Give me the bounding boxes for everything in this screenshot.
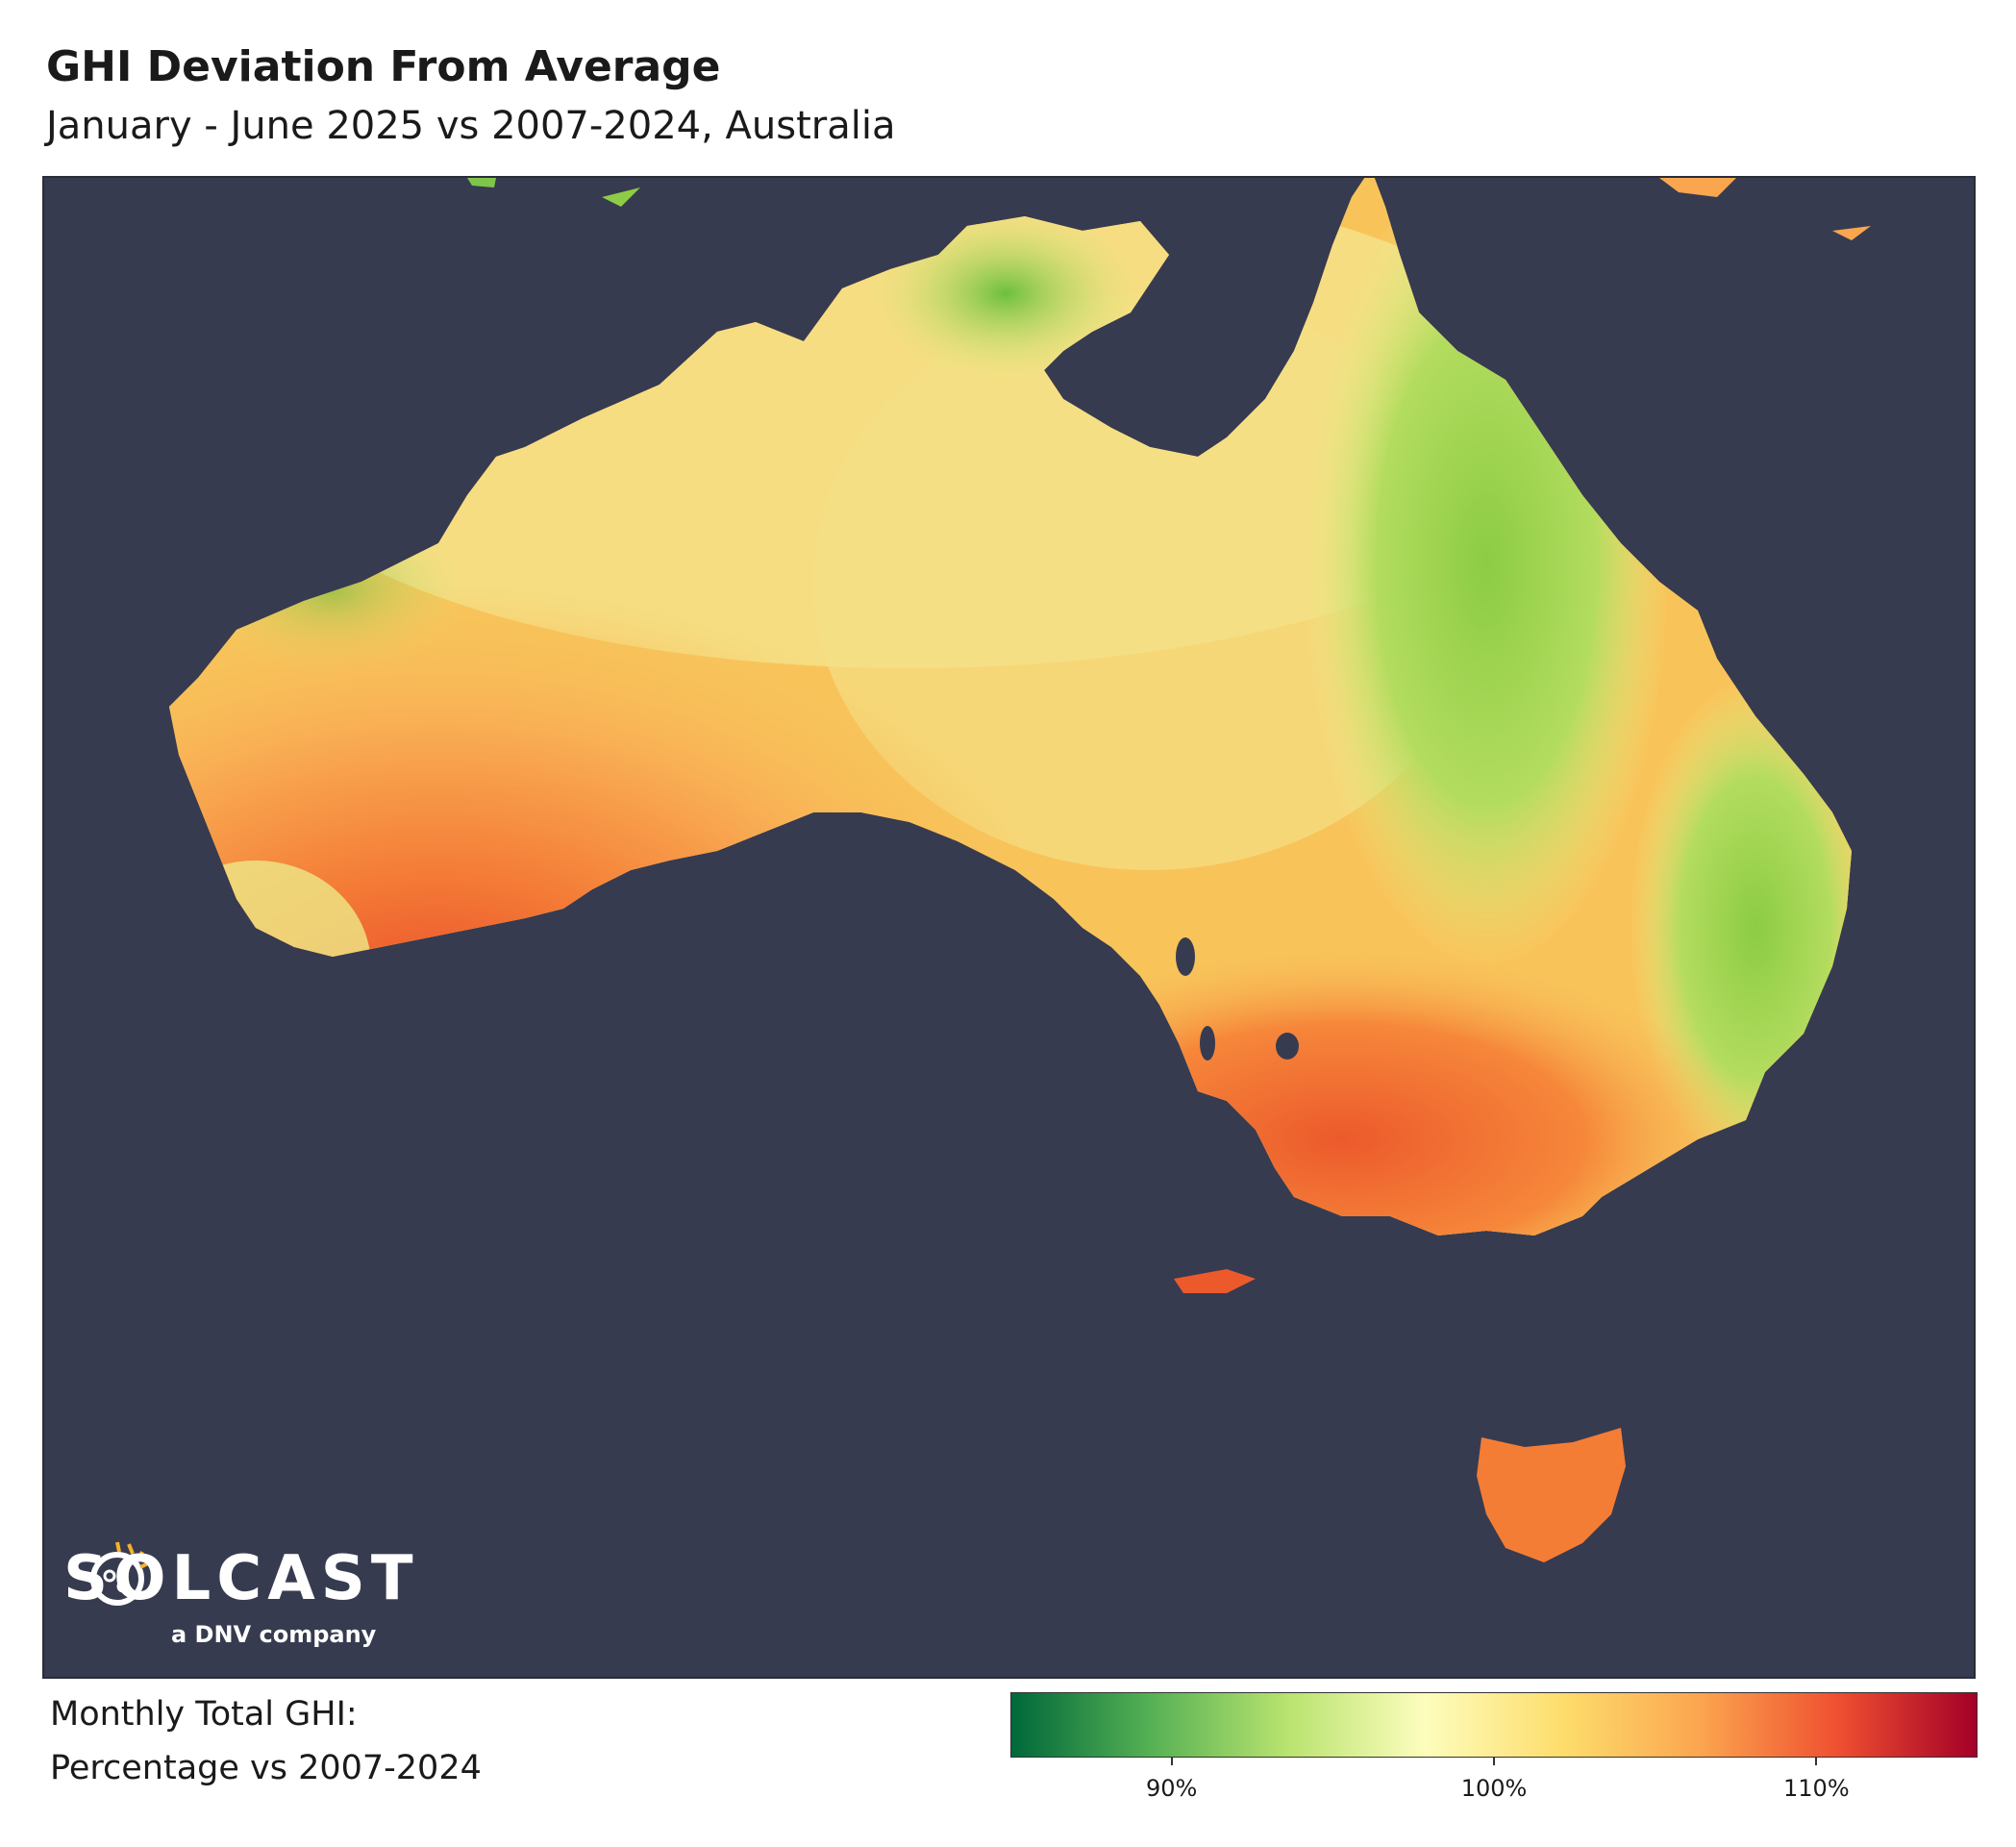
- solcast-logo: [90, 1541, 149, 1606]
- tasmania: [1477, 1428, 1626, 1562]
- map-title: GHI Deviation From Average: [46, 42, 721, 91]
- colorbar-tick-label: 110%: [1783, 1775, 1850, 1802]
- colorbar-tick: [1170, 1758, 1173, 1765]
- legend-title-line2: Percentage vs 2007-2024: [50, 1749, 482, 1787]
- logo-tagline: a DNV company: [171, 1621, 377, 1648]
- map-panel[interactable]: [42, 176, 1976, 1679]
- sun-icon: [90, 1541, 149, 1606]
- logo-wordmark: SOLCAST: [63, 1543, 419, 1614]
- australia-map: [169, 178, 1871, 1562]
- legend-title-line1: Monthly Total GHI:: [50, 1695, 358, 1734]
- colorbar-tick-label: 90%: [1145, 1775, 1198, 1802]
- map-subtitle: January - June 2025 vs 2007-2024, Austra…: [46, 104, 896, 148]
- legend-colorbar: [1010, 1692, 1978, 1758]
- legend-title: Monthly Total GHI: Percentage vs 2007-20…: [50, 1687, 482, 1795]
- colorbar-tick: [1493, 1758, 1495, 1765]
- colorbar-tick: [1815, 1758, 1818, 1765]
- colorbar-tick-label: 100%: [1460, 1775, 1528, 1802]
